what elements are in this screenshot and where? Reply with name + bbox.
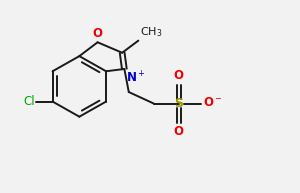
Text: N$^+$: N$^+$ (125, 70, 145, 86)
Text: CH$_3$: CH$_3$ (140, 26, 162, 40)
Text: O: O (174, 69, 184, 82)
Text: Cl: Cl (23, 95, 34, 108)
Text: S: S (174, 97, 183, 110)
Text: O$^-$: O$^-$ (203, 96, 223, 109)
Text: O: O (92, 27, 102, 40)
Text: O: O (174, 125, 184, 138)
